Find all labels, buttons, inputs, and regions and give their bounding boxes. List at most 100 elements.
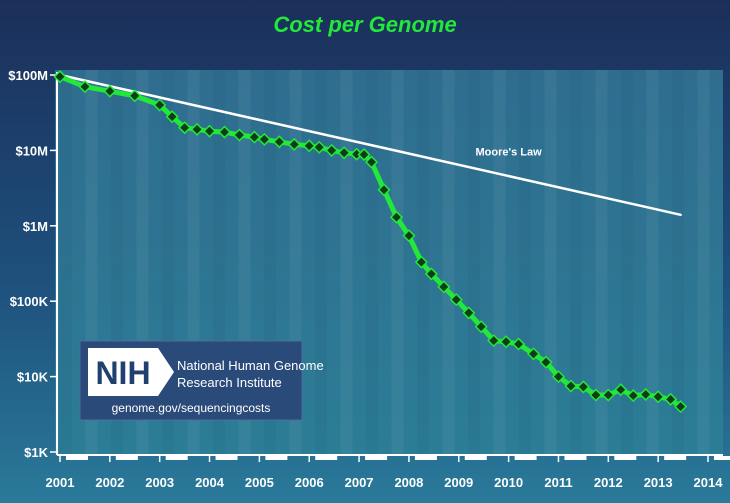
cost-data-point xyxy=(153,98,167,112)
cost-data-point xyxy=(128,89,142,103)
y-tick-label: $100M xyxy=(8,68,48,83)
cost-data-point xyxy=(364,155,379,169)
cost-data-point xyxy=(651,390,665,404)
x-tick-label: 2008 xyxy=(394,475,423,490)
x-tick-label: 2006 xyxy=(295,475,324,490)
cost-data-point xyxy=(614,383,628,397)
x-axis-segment xyxy=(365,456,388,460)
background-band xyxy=(366,70,378,455)
x-axis-segment xyxy=(614,456,637,460)
x-axis-segment xyxy=(414,456,437,460)
cost-data-point xyxy=(512,337,526,351)
x-tick-label: 2001 xyxy=(46,475,75,490)
cost-data-point xyxy=(287,137,301,151)
background-band xyxy=(391,70,404,455)
x-axis-segment xyxy=(215,456,238,460)
cost-data-point xyxy=(103,84,117,98)
background-band xyxy=(519,70,531,455)
cost-data-point xyxy=(449,293,463,307)
cost-data-point xyxy=(664,392,678,406)
cost-data-point xyxy=(526,347,541,361)
cost-data-point xyxy=(337,146,351,160)
x-tick-label: 2011 xyxy=(544,475,572,490)
nih-logo-url: genome.gov/sequencingcosts xyxy=(112,401,271,415)
cost-data-point xyxy=(402,229,416,243)
x-axis-segment xyxy=(564,456,587,460)
cost-data-point xyxy=(165,110,179,124)
background-band xyxy=(340,70,353,455)
x-tick-label: 2004 xyxy=(195,475,225,490)
x-axis-segment xyxy=(514,456,537,460)
x-tick-label: 2014 xyxy=(694,475,724,490)
cost-data-point xyxy=(539,355,553,369)
cost-data-point xyxy=(564,379,578,393)
background-band xyxy=(697,70,710,455)
cost-data-point xyxy=(357,148,371,162)
background-band xyxy=(646,70,659,455)
x-tick-label: 2009 xyxy=(444,475,473,490)
cost-data-point xyxy=(576,380,590,394)
x-axis-segment xyxy=(115,456,138,460)
cost-data-point xyxy=(437,280,451,294)
x-tick-label: 2012 xyxy=(594,475,623,490)
x-axis-segment xyxy=(714,456,730,460)
x-axis-segment xyxy=(265,456,288,460)
x-axis-segment xyxy=(664,456,687,460)
background-band xyxy=(442,70,455,455)
cost-data-point xyxy=(312,140,326,154)
cost-data-point xyxy=(389,210,404,224)
nih-logo-name-line2: Research Institute xyxy=(177,375,282,390)
cost-data-point xyxy=(551,370,566,384)
cost-data-point xyxy=(601,388,615,402)
x-tick-label: 2005 xyxy=(245,475,274,490)
cost-data-point xyxy=(78,80,92,94)
background-band xyxy=(672,70,684,455)
nih-logo: NIH National Human Genome Research Insti… xyxy=(79,340,324,421)
x-tick-label: 2002 xyxy=(95,475,124,490)
background-band xyxy=(570,70,582,455)
cost-data-point xyxy=(247,130,261,144)
nih-logo-abbr: NIH xyxy=(95,355,150,391)
y-tick-label: $10M xyxy=(15,143,48,158)
cost-data-point xyxy=(272,135,286,149)
background-band xyxy=(544,70,557,455)
moores-law-line xyxy=(58,73,682,217)
cost-data-point xyxy=(639,387,653,401)
cost-data-point xyxy=(589,388,603,402)
cost-data-point xyxy=(325,143,339,157)
cost-data-point xyxy=(178,121,192,135)
cost-data-point xyxy=(499,335,513,349)
y-tick-label: $1M xyxy=(23,219,48,234)
y-tick-label: $10K xyxy=(17,370,49,385)
cost-data-point xyxy=(232,128,247,142)
x-axis-segment xyxy=(66,456,88,460)
cost-data-point xyxy=(202,124,217,138)
cost-data-point xyxy=(674,400,688,414)
y-tick-label: $100K xyxy=(10,294,49,309)
background-band xyxy=(60,70,72,455)
cost-data-point xyxy=(462,306,476,320)
cost-data-point xyxy=(424,267,438,281)
nih-logo-name-line1: National Human Genome xyxy=(177,358,324,373)
x-tick-label: 2010 xyxy=(494,475,523,490)
cost-data-point xyxy=(377,183,391,197)
cost-data-point xyxy=(414,255,428,269)
cost-data-point xyxy=(474,320,488,334)
cost-data-point xyxy=(626,389,640,403)
cost-data-point xyxy=(257,132,271,146)
x-axis-segment xyxy=(165,456,188,460)
background-band xyxy=(493,70,506,455)
moores-law-label: Moore's Law xyxy=(476,147,543,159)
x-tick-label: 2003 xyxy=(145,475,174,490)
cost-data-point xyxy=(53,70,67,84)
x-axis-segment xyxy=(464,456,487,460)
y-tick-label: $1K xyxy=(24,445,48,460)
background-band xyxy=(621,70,633,455)
chart-title: Cost per Genome xyxy=(273,12,456,37)
cost-data-point xyxy=(302,139,316,153)
cost-data-point xyxy=(190,122,204,136)
background-band xyxy=(315,70,327,455)
x-axis-segment xyxy=(315,456,338,460)
